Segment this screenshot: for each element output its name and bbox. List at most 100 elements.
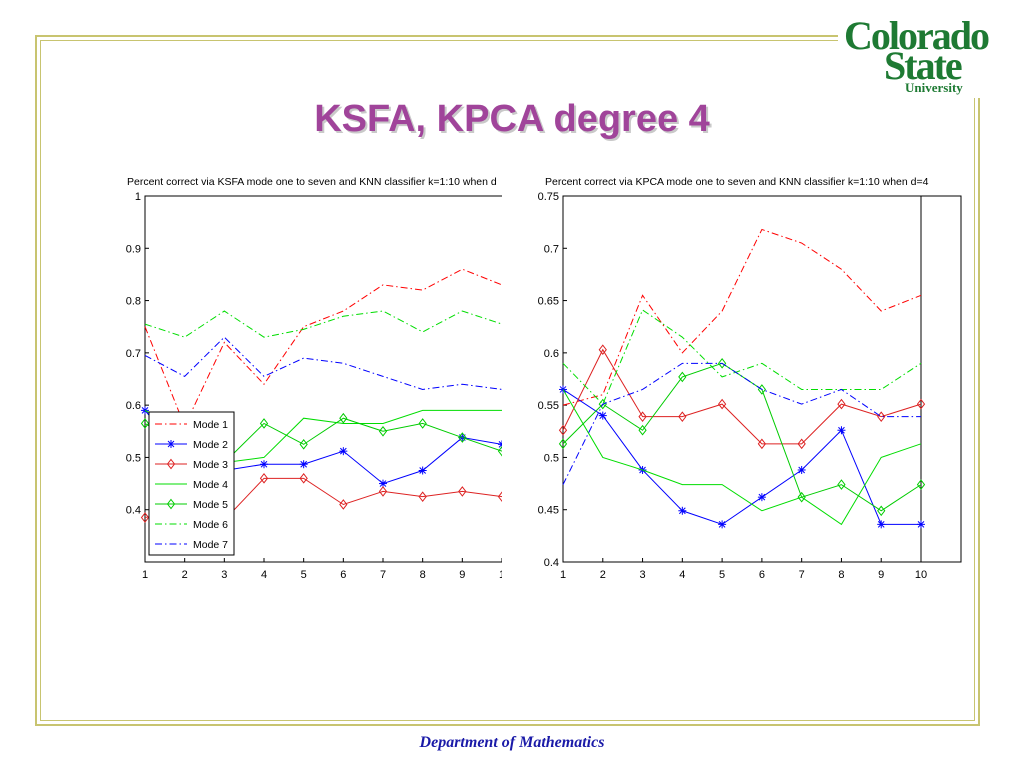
footer-department: Department of Mathematics	[419, 734, 605, 751]
data-point	[339, 499, 348, 510]
y-tick-label: 0.4	[126, 505, 141, 517]
chart-title: Percent correct via KPCA mode one to sev…	[545, 176, 929, 188]
series-line-mode-6	[562, 309, 922, 405]
y-tick-label: 0.5	[126, 452, 141, 464]
legend-label: Mode 4	[193, 479, 228, 491]
logo-state: State	[884, 43, 963, 88]
legend-label: Mode 6	[193, 519, 228, 531]
x-tick-label: 4	[679, 569, 685, 581]
data-point	[299, 460, 308, 469]
y-tick-label: 0.65	[538, 296, 559, 308]
legend-marker	[167, 440, 175, 448]
university-logo	[838, 14, 1014, 98]
slide-title: KSFA, KPCA degree 4	[314, 98, 710, 140]
y-tick-label: 0.6	[544, 348, 559, 360]
data-point	[418, 491, 427, 502]
data-point	[379, 479, 387, 488]
data-point	[797, 465, 806, 474]
x-tick-label: 5	[719, 569, 725, 581]
y-tick-label: 0.7	[126, 348, 141, 360]
x-tick-label: 10	[915, 569, 927, 581]
data-point	[877, 520, 886, 529]
data-point	[498, 440, 502, 449]
data-point	[558, 438, 568, 450]
data-point	[259, 418, 269, 429]
data-point	[339, 447, 348, 456]
series-line-mode-2	[562, 389, 921, 525]
chart-2: Percent correct via KPCA mode one to sev…	[538, 176, 962, 581]
data-point	[837, 479, 846, 490]
data-point	[458, 432, 467, 443]
legend-label: Mode 2	[193, 439, 228, 451]
data-point	[598, 411, 607, 420]
data-point	[497, 491, 502, 502]
data-point	[678, 371, 687, 383]
x-tick-label: 9	[459, 569, 465, 581]
data-point	[260, 460, 268, 469]
series-line-mode-5	[562, 362, 922, 512]
legend-label: Mode 3	[193, 459, 228, 471]
data-point	[638, 424, 647, 436]
series-line-mode-4	[562, 389, 922, 526]
axes-box-inner	[562, 195, 922, 563]
series-line-mode-6	[144, 310, 502, 338]
data-point	[797, 491, 806, 503]
data-point	[378, 425, 388, 437]
series-line-mode-1	[562, 228, 922, 406]
data-point	[877, 505, 886, 517]
data-point	[837, 426, 846, 435]
series-line-mode-3	[562, 348, 922, 445]
series-line-mode-7	[144, 336, 502, 390]
data-point	[497, 445, 502, 457]
x-tick-label: 1	[499, 569, 505, 581]
x-tick-label: 9	[878, 569, 884, 581]
data-point	[757, 493, 766, 502]
legend-label: Mode 1	[193, 419, 228, 431]
data-point	[299, 439, 308, 450]
chart-1: Percent correct via KSFA mode one to sev…	[126, 176, 505, 581]
data-point	[339, 412, 348, 424]
y-tick-label: 1	[135, 191, 141, 203]
x-tick-label: 1	[560, 569, 566, 581]
plot-area	[558, 228, 926, 529]
y-tick-label: 0.5	[544, 452, 559, 464]
slide-frame-outer	[35, 35, 980, 726]
slide-frame-inner	[40, 40, 975, 721]
data-point	[418, 466, 427, 475]
data-point	[558, 424, 568, 436]
x-tick-label: 2	[182, 569, 188, 581]
y-tick-label: 0.55	[538, 400, 559, 412]
legend-marker	[166, 498, 176, 510]
series-line-mode-1	[144, 268, 502, 428]
data-point	[140, 418, 150, 429]
data-point	[917, 520, 925, 529]
data-point	[638, 411, 647, 422]
data-point	[598, 398, 607, 410]
x-tick-label: 6	[340, 569, 346, 581]
data-point	[717, 398, 727, 410]
data-point	[598, 344, 607, 356]
data-point	[678, 411, 687, 422]
data-point	[259, 473, 269, 484]
x-tick-label: 1	[142, 569, 148, 581]
data-point	[717, 357, 727, 369]
x-tick-label: 3	[639, 569, 645, 581]
logo-colorado: Colorado	[844, 13, 990, 58]
y-tick-label: 0.4	[544, 557, 559, 569]
legend-label: Mode 5	[193, 499, 228, 511]
data-point	[458, 486, 467, 497]
y-tick-label: 0.6	[126, 400, 141, 412]
series-line-mode-7	[562, 362, 921, 485]
y-tick-label: 0.8	[126, 296, 141, 308]
y-tick-label: 0.9	[126, 243, 141, 255]
x-tick-label: 6	[759, 569, 765, 581]
data-point	[299, 473, 308, 484]
data-point	[757, 438, 767, 450]
data-point	[140, 512, 150, 523]
x-tick-label: 8	[838, 569, 844, 581]
logo-university: University	[905, 80, 963, 95]
data-point	[797, 438, 806, 450]
x-tick-label: 4	[261, 569, 267, 581]
legend: Mode 1 Mode 2 Mode 3 Mode 4 Mode 5 Mode 6 Mode…	[148, 411, 235, 556]
